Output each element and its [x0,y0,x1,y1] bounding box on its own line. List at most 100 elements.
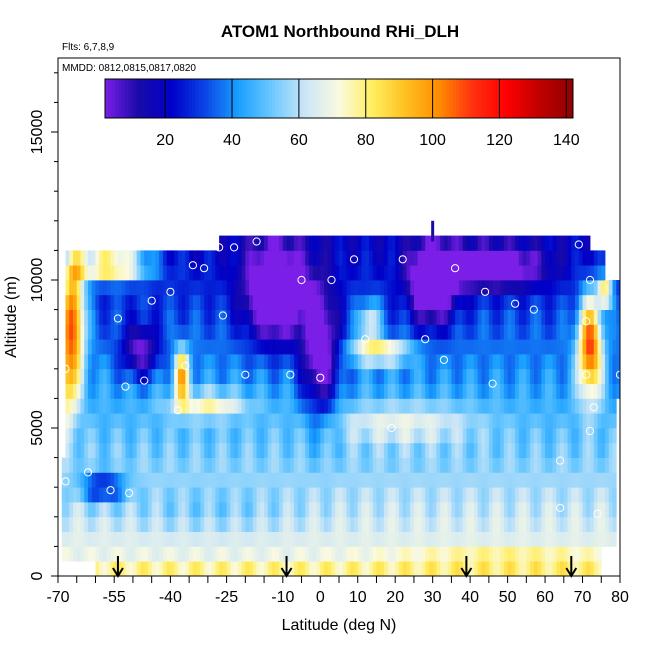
heatmap-cell [447,502,452,518]
heatmap-cell [346,428,351,444]
heatmap-cell [316,294,321,310]
heatmap-cell [301,383,306,399]
heatmap-cell [177,280,183,296]
heatmap-cell [102,413,108,429]
heatmap-cell [406,250,411,266]
heatmap-cell [342,487,347,503]
heatmap-cell [309,398,314,414]
heatmap-cell [121,442,126,458]
heatmap-cell [391,457,396,473]
profile-point [61,477,70,486]
heatmap-cell [290,280,295,296]
heatmap-cell [380,516,385,532]
heatmap-cell [601,294,606,310]
heatmap-cell [252,442,257,458]
heatmap-cell [69,516,74,532]
heatmap-cell [447,546,452,562]
heatmap-cell [537,324,542,340]
heatmap-cell [575,294,580,310]
heatmap-cell [102,398,108,414]
heatmap-cell [237,442,242,458]
heatmap-cell [136,442,141,458]
heatmap-cell [526,442,531,458]
heatmap-cell [376,413,381,429]
heatmap-cell [162,413,168,429]
heatmap-cell [65,442,70,458]
heatmap-cell [309,280,314,296]
heatmap-cell [72,294,78,310]
heatmap-cell [537,398,542,414]
heatmap-cell [511,250,516,266]
heatmap-cell [391,546,396,562]
heatmap-cell [207,442,213,458]
heatmap-cell [421,339,426,355]
heatmap-cell [192,516,198,532]
profile-point [181,361,190,370]
heatmap-cell [477,457,482,473]
heatmap-cell [432,561,437,577]
heatmap-cell [181,324,186,340]
heatmap-cell [605,428,610,444]
profile-point [252,237,261,246]
heatmap-cell [95,472,100,488]
heatmap-cell [84,487,89,503]
colorbar-segment [442,79,447,118]
heatmap-cell [245,383,250,399]
heatmap-cell [511,368,516,384]
heatmap-cell [196,324,201,340]
heatmap-cell [470,309,475,325]
heatmap-cell [470,502,475,518]
heatmap-cell [245,531,250,547]
heatmap-cell [387,516,392,532]
heatmap-cell [121,368,126,384]
heatmap-cell [102,280,108,296]
heatmap-cell [301,280,306,296]
heatmap-cell [477,235,482,251]
heatmap [61,220,621,577]
heatmap-cell [282,339,287,355]
heatmap-cell [451,531,456,547]
heatmap-cell [222,294,227,310]
heatmap-cell [485,531,490,547]
heatmap-cell [346,265,351,281]
heatmap-cell [541,294,546,310]
heatmap-cell [612,457,617,473]
heatmap-cell [571,531,576,547]
heatmap-cell [264,546,269,562]
heatmap-cell [294,235,299,251]
heatmap-cell [601,354,606,370]
heatmap-cell [275,354,280,370]
heatmap-cell [376,354,381,370]
heatmap-cell [181,398,186,414]
heatmap-cell [339,516,344,532]
heatmap-cell [151,502,156,518]
colorbar-segment [492,79,497,118]
heatmap-cell [117,546,123,562]
heatmap-cell [147,502,153,518]
heatmap-cell [533,531,538,547]
heatmap-cell [245,413,250,429]
heatmap-cell [605,354,610,370]
profile-point [61,364,70,373]
heatmap-cell [597,398,602,414]
heatmap-cell [597,354,602,370]
heatmap-cell [590,516,595,532]
heatmap-cell [99,309,104,325]
heatmap-cell [560,250,565,266]
heatmap-cell [159,309,164,325]
colorbar-segment [225,79,230,118]
heatmap-cell [339,339,344,355]
heatmap-cell [380,413,385,429]
heatmap-cell [410,457,415,473]
heatmap-cell [196,516,201,532]
heatmap-cell [192,280,198,296]
heatmap-cell [69,546,74,562]
heatmap-cell [593,250,598,266]
heatmap-cell [286,235,291,251]
heatmap-cell [159,294,164,310]
colorbar-segment [295,79,300,118]
heatmap-cell [181,354,186,370]
heatmap-cell [410,265,415,281]
heatmap-cell [458,235,464,251]
heatmap-cell [515,235,520,251]
